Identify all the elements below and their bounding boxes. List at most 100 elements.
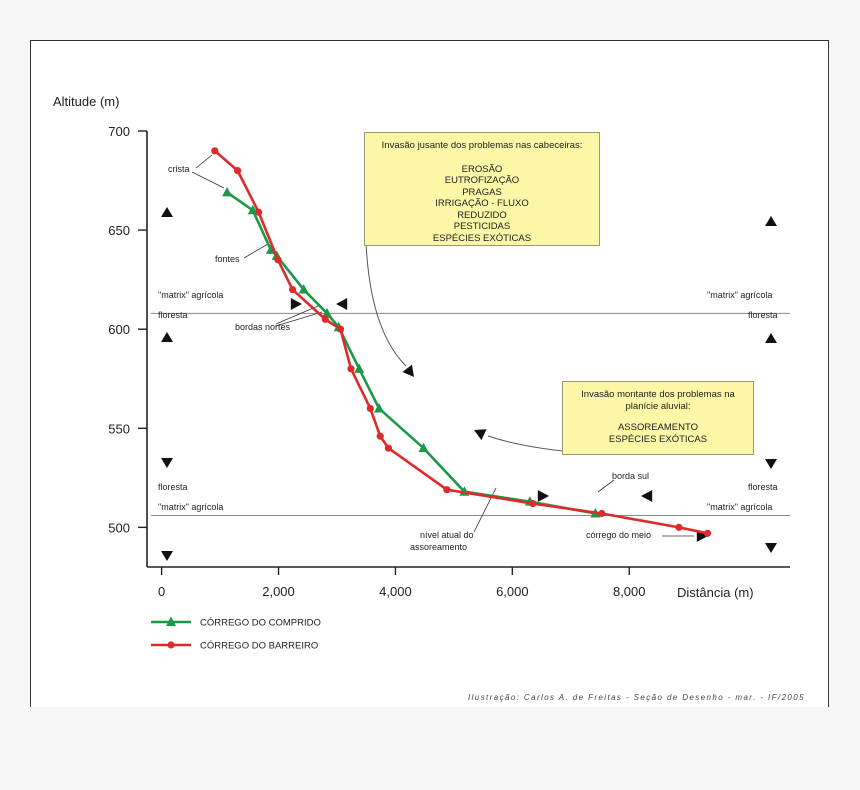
x-axis-title: Distância (m) [677,585,754,600]
upstream-item: REDUZIDO [457,209,507,221]
downstream-box-list: ASSOREAMENTO ESPÉCIES EXÓTICAS [563,422,753,445]
downstream-item: ESPÉCIES EXÓTICAS [608,433,708,445]
data-point-circle [675,523,683,531]
y-tick-label: 650 [108,223,130,238]
crista-pointer [191,171,225,189]
data-point-circle [211,147,219,155]
refline-bottom-left-above: floresta [158,482,188,492]
data-point-circle [288,285,297,294]
data-point-circle [321,315,329,323]
series [211,147,712,537]
label-crista: crista [168,164,190,174]
crista-pointer [195,154,213,169]
data-point-circle [336,325,345,333]
zone-triangles [161,207,777,561]
refline-top-left-below: floresta [158,310,188,320]
refline-top-right-below: floresta [748,310,778,320]
zone-triangle [161,332,173,342]
legend-label: CÓRREGO DO COMPRIDO [200,618,321,629]
upstream-invasion-arrowhead [402,364,414,377]
refline-bottom-right-above: floresta [748,482,778,492]
data-point-circle [347,365,355,373]
corrego-meio-arrowhead [696,530,708,542]
upstream-box-heading: Invasão jusante dos problemas nas cabece… [381,140,583,151]
upstream-item: IRRIGAÇÃO - FLUXO [435,198,529,209]
borda-sul-pointer [597,479,615,493]
data-point-triangle [374,402,385,413]
legend: CÓRREGO DO COMPRIDO CÓRREGO DO BARREIRO [151,616,321,652]
zone-triangle [161,207,173,217]
x-tick-label: 0 [158,584,165,599]
downstream-problems-box: Invasão montante dos problemas na planíc… [562,381,754,455]
axes [146,131,790,568]
boundary-arrow [537,490,549,502]
zone-triangle [765,543,777,553]
data-point-circle [703,529,712,537]
upstream-item: EROSÃO [461,163,503,175]
x-tick-label: 8,000 [613,584,646,599]
label-fontes: fontes [215,254,240,264]
upstream-item: EUTROFIZAÇÃO [444,175,520,186]
data-point-circle [598,509,606,518]
data-point-circle [443,486,451,494]
series-line-1 [213,149,708,535]
annotation-arrows [191,154,708,542]
zone-triangle [765,459,777,469]
reference-lines [151,312,790,516]
boundary-arrow [641,490,653,502]
illustration-credit: Ilustração: Carlos A. de Freitas - Seção… [468,693,805,702]
boundary-arrow [290,298,302,310]
x-tick-label: 6,000 [496,584,529,599]
downstream-box-heading-2: planície aluvial: [625,400,691,412]
refline-bottom-right-below: "matrix" agrícola [707,502,773,512]
zone-triangle [161,458,173,468]
boundary-arrow [336,298,348,310]
upstream-item: PESTICIDAS [453,221,511,232]
legend-marker [167,641,175,649]
data-point-circle [529,499,537,508]
legend-label: CÓRREGO DO BARREIRO [200,641,318,652]
refline-top-right-above: "matrix" agrícola [707,290,773,300]
data-point-circle [384,444,393,452]
label-bordas-nortes: bordas nortes [235,322,291,332]
refline-bottom-left-below: "matrix" agrícola [158,502,224,512]
label-borda-sul: borda sul [612,471,650,481]
x-tick-label: 4,000 [379,584,412,599]
fontes-pointer [243,243,269,259]
bordas-nortes-pointer [275,311,323,327]
data-point-triangle [322,307,333,318]
label-nivel-line1: nível atual do [420,530,474,540]
zone-triangle [765,216,777,226]
downstream-box-heading-1: Invasão montante dos problemas na [581,389,735,400]
data-point-circle [366,404,374,413]
upstream-item: PRAGAS [462,186,502,198]
y-tick-label: 550 [108,421,130,436]
upstream-item: ESPÉCIES EXÓTICAS [432,232,532,244]
legend-marker [166,616,176,626]
downstream-invasion-arrowhead [474,429,487,441]
data-point-triangle [222,186,233,197]
bordas-nortes-pointer [275,305,319,325]
zone-triangle [161,551,173,561]
label-nivel-line2: assoreamento [410,542,468,552]
ticks: 500 550 600 650 700 0 2,000 4,000 6,000 8,000 [108,124,645,599]
upstream-problems-box: Invasão jusante dos problemas nas cabece… [364,132,600,246]
upstream-invasion-arrow [365,241,407,367]
data-point-triangle [418,442,429,453]
label-corrego-meio: córrego do meio [586,530,652,540]
upstream-box-list: EROSÃO EUTROFIZAÇÃO PRAGAS IRRIGAÇÃO - F… [365,164,599,245]
data-point-circle [274,256,282,264]
data-point-circle [255,208,263,216]
x-tick-label: 2,000 [262,584,295,599]
data-point-circle [234,167,242,175]
refline-top-left-above: "matrix" agrícola [158,290,224,300]
y-tick-label: 600 [108,322,130,337]
downstream-item: ASSOREAMENTO [617,422,699,433]
y-tick-label: 500 [108,520,130,535]
zone-triangle [765,333,777,343]
data-point-triangle [354,363,365,373]
data-point-triangle [298,284,309,294]
y-axis-title: Altitude (m) [53,94,120,109]
data-point-circle [376,432,384,440]
y-tick-label: 700 [108,124,130,139]
